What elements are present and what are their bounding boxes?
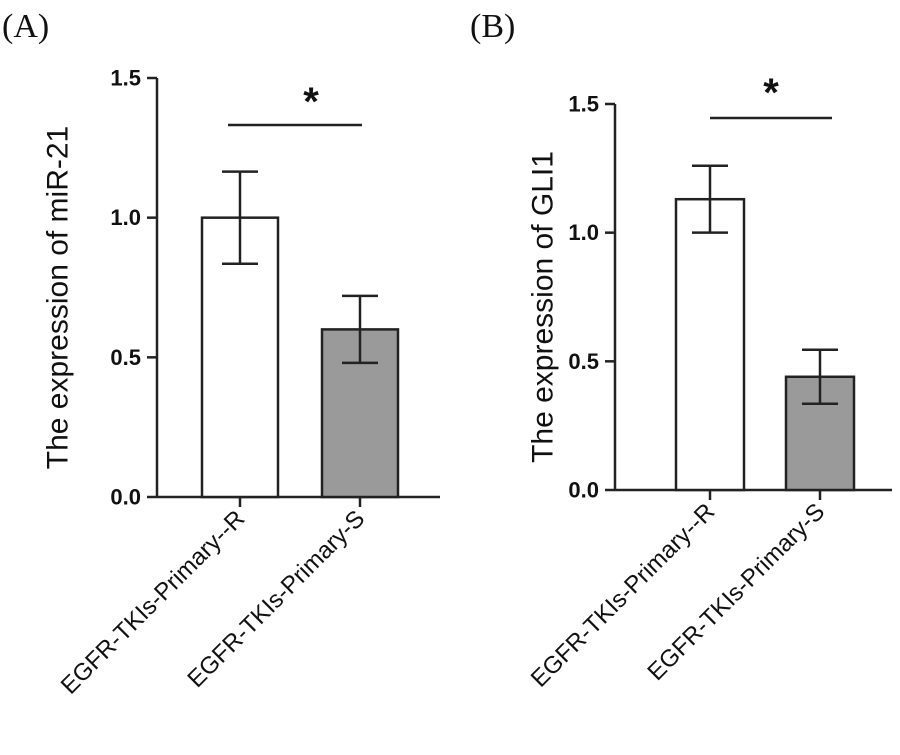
category-label-b-0: EGFR-TKIs-Primary--R (526, 498, 720, 692)
y-axis-label-b: The expression of GLI1 (527, 151, 560, 463)
error-bar-a-0 (222, 170, 258, 266)
chart-panel-a: (A)The expression of miR-210.00.51.01.5E… (2, 8, 440, 700)
panel-label-a: (A) (2, 8, 49, 45)
panel-label-b: (B) (470, 8, 515, 45)
y-tick-label-a-2: 1.0 (110, 205, 141, 230)
chart-panel-b: (B) The expression of GLI1 0.0 0.5 1.0 1.5 EGF… (470, 8, 892, 693)
error-bar-b-1 (802, 348, 838, 406)
y-tick-label-b-1: 0.5 (568, 349, 599, 374)
category-label-b-1: EGFR-TKIs-Primary-S (642, 498, 830, 686)
significance-star-b: * (763, 71, 779, 115)
y-axis-label-a: The expression of miR-21 (42, 126, 75, 469)
bar-b-0 (674, 197, 746, 492)
error-bar-b-0 (692, 164, 728, 234)
y-tick-label-b-0: 0.0 (568, 478, 599, 503)
y-tick-label-a-1: 0.5 (110, 345, 141, 370)
y-tick-label-a-3: 1.5 (110, 66, 141, 91)
significance-star-a: * (303, 80, 319, 124)
error-bar-a-1 (342, 294, 378, 365)
y-tick-label-a-0: 0.0 (110, 485, 141, 510)
y-tick-label-b-3: 1.5 (568, 92, 599, 117)
y-tick-label-b-2: 1.0 (568, 220, 599, 245)
